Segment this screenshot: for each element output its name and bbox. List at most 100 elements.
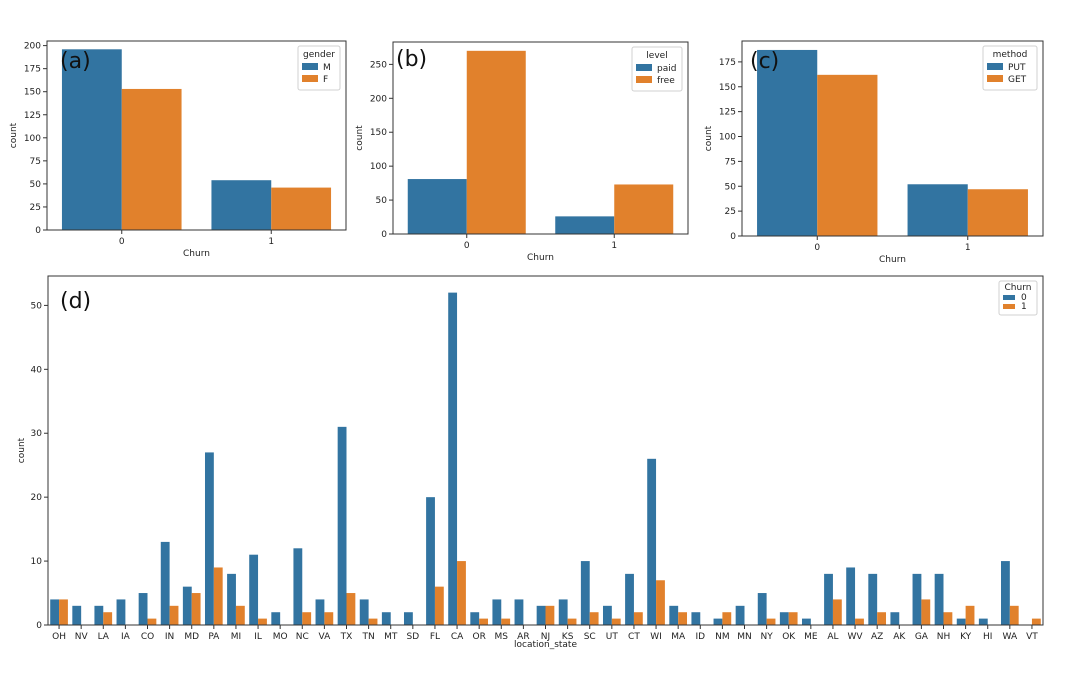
x-tick-label: VA — [319, 632, 332, 642]
x-tick-label: IA — [121, 632, 131, 642]
legend-swatch-1 — [1003, 304, 1015, 309]
chart-panel-a: 0 25 50 75 100 125 150 175 200 0 1 Churn count (a) gen… — [9, 40, 347, 259]
legend-title: Churn — [1005, 283, 1032, 293]
bar-1-GA — [921, 599, 931, 625]
bar-PUT-0 — [757, 49, 818, 237]
bar-0-SD — [403, 612, 413, 625]
y-tick-label: 125 — [24, 111, 41, 121]
bar-1-OK — [788, 612, 798, 625]
bar-1-SC — [589, 612, 599, 625]
bar-0-ME — [801, 618, 811, 625]
x-tick-label: NH — [937, 632, 951, 642]
y-tick-label: 200 — [24, 42, 41, 52]
x-tick-label: 1 — [611, 241, 617, 251]
bar-M-1 — [211, 180, 272, 230]
x-tick-label: IL — [254, 632, 262, 642]
legend-label-0: 0 — [1021, 293, 1027, 303]
chart-panel-b: 0 50 100 150 200 250 0 1 Churn count (b) level paid f… — [355, 41, 689, 263]
bar-1-CO — [147, 618, 157, 625]
x-tick-label: TN — [361, 632, 374, 642]
x-axis-label: Churn — [527, 253, 554, 263]
bar-1-OH — [59, 599, 68, 625]
y-tick-label: 25 — [725, 207, 736, 217]
bar-0-NJ — [536, 605, 546, 625]
legend-label-F: F — [323, 75, 328, 85]
bar-0-WI — [647, 458, 657, 625]
bar-paid-0 — [407, 179, 467, 234]
bar-1-MA — [678, 612, 688, 625]
bar-GET-0 — [817, 74, 878, 236]
y-tick-label: 0 — [730, 232, 736, 242]
bar-0-TX — [337, 426, 347, 625]
x-tick-label: MD — [184, 632, 199, 642]
legend-swatch-M — [302, 63, 318, 70]
bar-F-0 — [121, 88, 182, 230]
bar-1-OR — [479, 618, 489, 625]
bar-1-TX — [346, 593, 356, 625]
bar-0-NY — [757, 593, 767, 625]
x-axis-label: Churn — [183, 249, 210, 259]
x-tick-label: CO — [141, 632, 154, 642]
bar-1-TN — [368, 618, 378, 625]
y-tick-label: 150 — [719, 83, 736, 93]
y-tick-label: 0 — [36, 621, 42, 631]
y-tick-label: 150 — [24, 88, 41, 98]
bar-0-LA — [94, 605, 104, 625]
x-tick-label: MS — [495, 632, 509, 642]
bar-0-HI — [978, 618, 988, 625]
bar-1-KY — [965, 605, 975, 625]
y-tick-label: 175 — [24, 65, 41, 75]
x-tick-label: NV — [75, 632, 89, 642]
x-tick-label: MI — [231, 632, 241, 642]
bar-1-NY — [766, 618, 776, 625]
bar-1-MI — [235, 605, 245, 625]
bar-1-NM — [722, 612, 732, 625]
x-tick-label: NC — [296, 632, 309, 642]
bar-1-NH — [943, 612, 953, 625]
plot-frame — [392, 41, 689, 235]
y-tick-label: 0 — [381, 230, 387, 240]
x-tick-label: CA — [451, 632, 464, 642]
y-tick-label: 25 — [30, 203, 41, 213]
y-tick-label: 175 — [719, 58, 736, 68]
bar-1-NJ — [545, 605, 555, 625]
legend-swatch-0 — [1003, 295, 1015, 300]
y-tick-label: 125 — [719, 108, 736, 118]
x-tick-label: AL — [827, 632, 838, 642]
x-tick-label: ME — [804, 632, 818, 642]
legend-swatch-GET — [987, 75, 1003, 82]
x-tick-label: WV — [848, 632, 864, 642]
bar-1-CA — [457, 561, 466, 625]
y-tick-label: 75 — [725, 157, 736, 167]
bar-0-WA — [1000, 561, 1010, 625]
x-tick-label: OK — [782, 632, 796, 642]
bar-0-MA — [669, 605, 679, 625]
chart-panel-c: 0 25 50 75 100 125 150 175 0 1 Churn count (c) method… — [704, 40, 1044, 265]
bar-1-VT — [1031, 618, 1041, 625]
bar-0-CT — [625, 573, 634, 625]
panel-tag: (d) — [60, 289, 91, 314]
bar-0-SC — [580, 561, 590, 625]
x-tick-label: MO — [273, 632, 288, 642]
bar-1-NC — [302, 612, 312, 625]
bar-1-PA — [213, 567, 223, 625]
x-tick-label: ID — [695, 632, 705, 642]
legend-label-GET: GET — [1008, 75, 1027, 85]
bar-0-ID — [691, 612, 701, 625]
bar-1-CT — [633, 612, 643, 625]
bar-0-PA — [204, 452, 214, 625]
y-tick-label: 30 — [31, 429, 43, 439]
x-tick-label: GA — [915, 632, 929, 642]
legend-title: method — [993, 50, 1028, 60]
bar-1-LA — [103, 612, 113, 625]
bar-0-AL — [824, 573, 833, 625]
bar-1-IL — [258, 618, 267, 625]
y-tick-label: 20 — [31, 493, 43, 503]
bar-1-IN — [169, 605, 179, 625]
bar-0-CA — [448, 292, 458, 625]
bar-paid-1 — [555, 216, 615, 234]
bar-0-CO — [138, 593, 148, 625]
bar-0-WV — [846, 567, 856, 625]
bar-0-IL — [249, 554, 259, 625]
